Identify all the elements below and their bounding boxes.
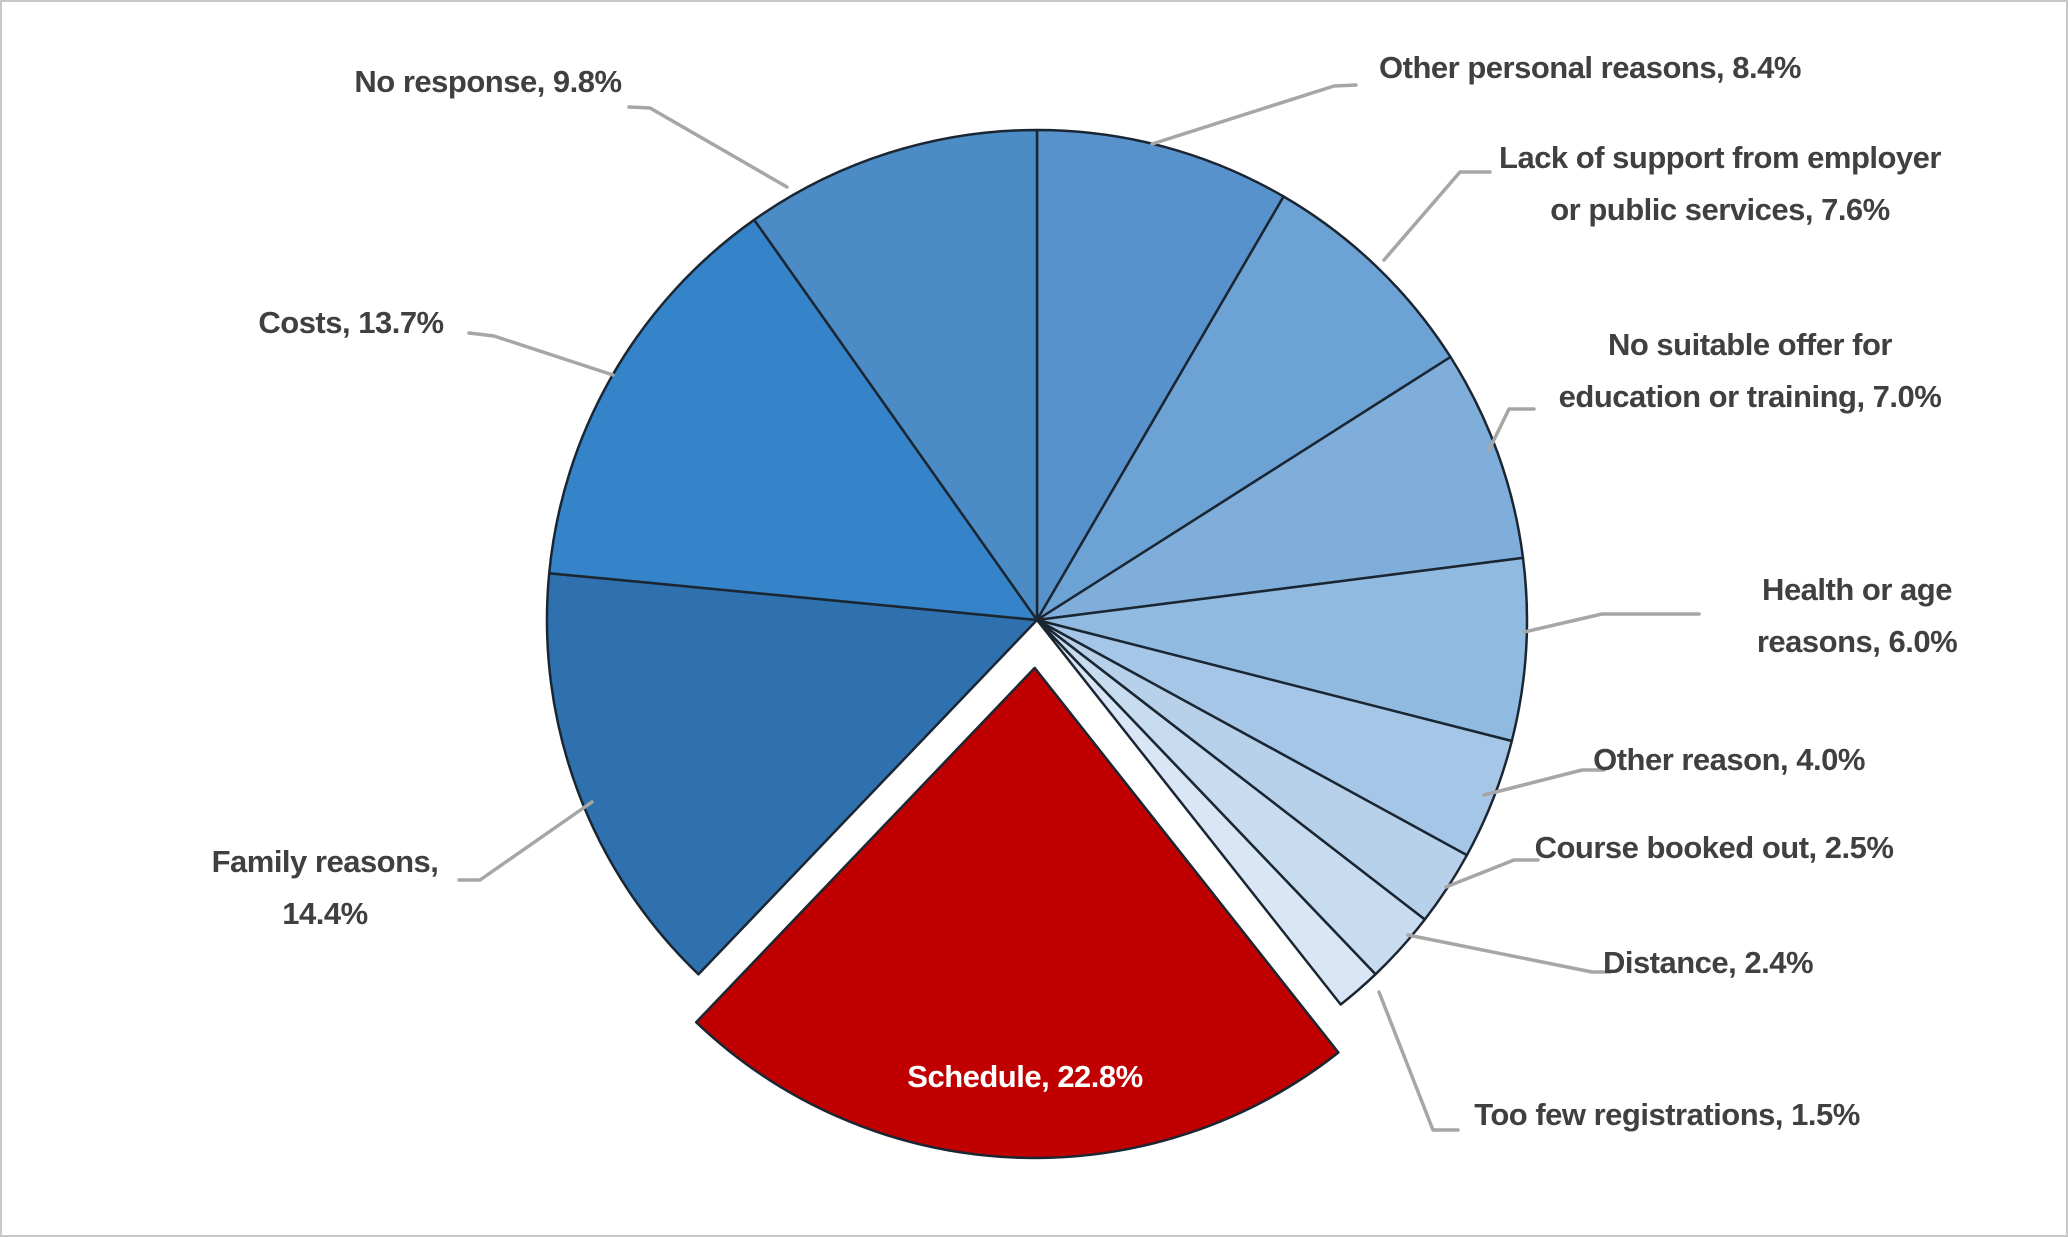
pie-slice-no-suitable-offer[interactable] xyxy=(1035,355,1525,622)
pie-slice-too-few-registrations[interactable] xyxy=(1035,618,1377,1006)
leader-line-costs xyxy=(467,331,615,377)
leader-line-no-response xyxy=(627,105,789,189)
leader-line-course-booked-out xyxy=(1444,858,1540,889)
pie-slice-no-response[interactable] xyxy=(752,128,1039,622)
leader-line-distance xyxy=(1406,933,1612,974)
pie-slice-schedule[interactable] xyxy=(694,666,1340,1160)
leader-line-no-suitable-offer xyxy=(1487,407,1536,452)
leader-line-other-reason xyxy=(1482,768,1606,797)
pie-slice-other-personal-reasons[interactable] xyxy=(1035,128,1285,622)
pie-slice-health-or-age-reasons[interactable] xyxy=(1035,556,1529,743)
leader-line-lack-of-support xyxy=(1382,170,1492,262)
leader-line-health-or-age-reasons xyxy=(1522,612,1701,634)
leader-line-too-few-registrations xyxy=(1377,990,1460,1132)
pie-slice-lack-of-support[interactable] xyxy=(1035,195,1452,622)
leader-line-family-reasons xyxy=(457,800,594,882)
pie-slice-family-reasons[interactable] xyxy=(545,571,1039,976)
leader-line-other-personal-reasons xyxy=(1150,83,1358,146)
